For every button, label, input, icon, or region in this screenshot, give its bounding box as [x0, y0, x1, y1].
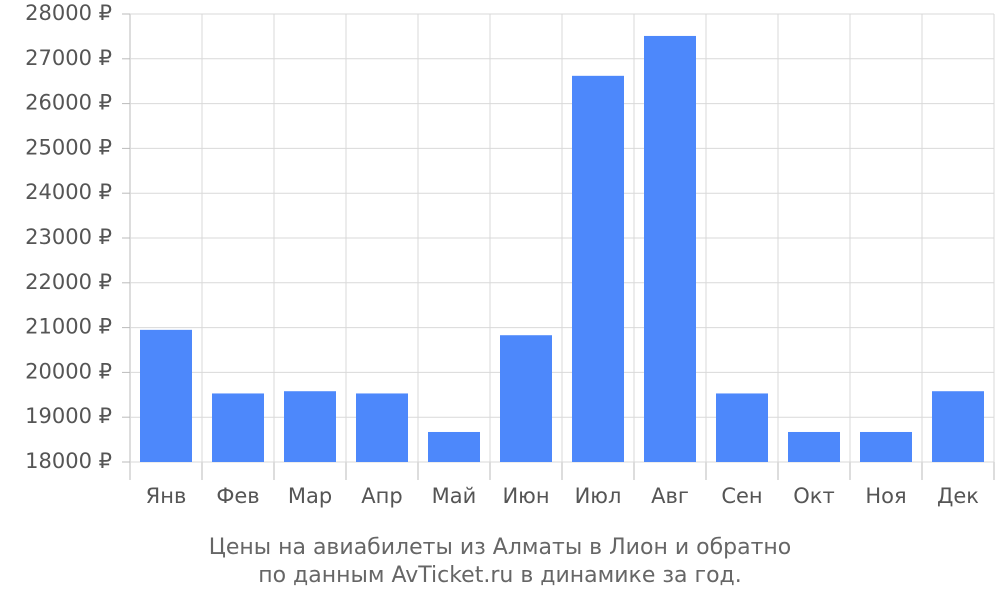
y-tick-label: 19000 ₽	[25, 404, 112, 428]
bar	[932, 391, 984, 462]
y-tick-label: 27000 ₽	[25, 46, 112, 70]
x-tick-label: Апр	[361, 484, 402, 508]
x-tick-label: Май	[432, 484, 477, 508]
bar	[428, 431, 480, 462]
x-tick-label: Янв	[146, 484, 187, 508]
x-tick-label: Дек	[937, 484, 979, 508]
bar	[140, 329, 192, 462]
chart-title: по данным AvTicket.ru в динамике за год.	[258, 563, 742, 588]
x-tick-label: Июл	[575, 484, 622, 508]
bar	[356, 393, 408, 462]
y-tick-label: 21000 ₽	[25, 315, 112, 339]
bar	[716, 393, 768, 462]
bar	[572, 75, 624, 462]
bar	[644, 35, 696, 463]
bar	[788, 431, 840, 462]
bar	[500, 335, 552, 462]
y-tick-label: 26000 ₽	[25, 91, 112, 115]
chart-title: Цены на авиабилеты из Алматы в Лион и об…	[209, 535, 792, 560]
bar	[284, 391, 336, 462]
y-tick-label: 18000 ₽	[25, 449, 112, 473]
bar	[860, 431, 912, 462]
bar	[212, 393, 264, 462]
x-tick-label: Фев	[216, 484, 259, 508]
y-tick-label: 20000 ₽	[25, 359, 112, 383]
x-tick-label: Окт	[793, 484, 834, 508]
x-tick-label: Июн	[502, 484, 549, 508]
y-tick-label: 22000 ₽	[25, 270, 112, 294]
x-tick-label: Сен	[721, 484, 762, 508]
x-tick-label: Ноя	[865, 484, 906, 508]
y-tick-label: 23000 ₽	[25, 225, 112, 249]
x-tick-label: Авг	[651, 484, 689, 508]
y-tick-label: 24000 ₽	[25, 180, 112, 204]
y-tick-label: 25000 ₽	[25, 135, 112, 159]
y-tick-label: 28000 ₽	[25, 1, 112, 25]
x-tick-label: Мар	[288, 484, 332, 508]
